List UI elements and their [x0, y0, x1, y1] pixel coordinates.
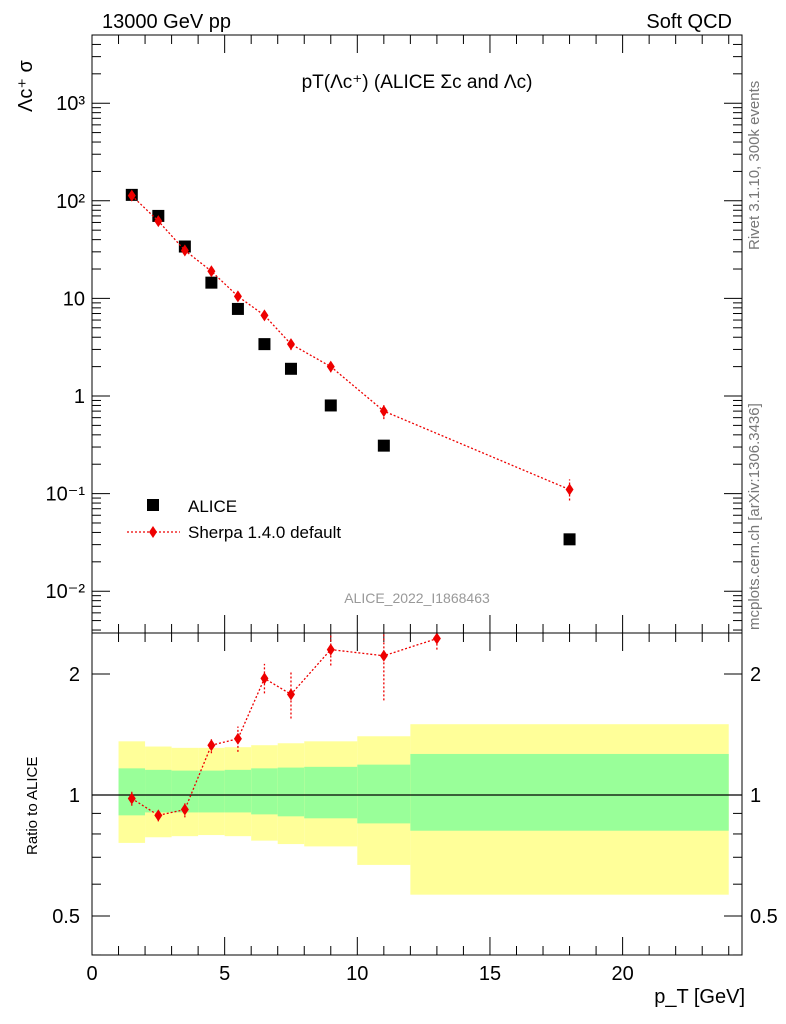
- alice-point: [231, 302, 244, 315]
- inner-band: [145, 769, 172, 813]
- sherpa-point: [207, 265, 216, 278]
- ratio-point: [326, 643, 335, 656]
- legend-marker-sherpa: [149, 526, 157, 538]
- ratio-point: [233, 732, 242, 745]
- inner-band: [224, 769, 252, 813]
- sherpa-point: [379, 405, 388, 418]
- main-x-ticks: [91, 35, 730, 633]
- ratio-y-tick-label: 2: [69, 664, 80, 686]
- ratio-panel: 0.5 0.5 1 1 2 2 0 5 10 15 20 Ratio to ALICE p_T […: [24, 632, 778, 1008]
- ratio-data-layer: [92, 633, 742, 822]
- main-panel: 10⁻² 10⁻¹ 1 10 10² 10³ pT(Λc⁺) (ALICE Σc and …: [15, 34, 743, 634]
- ratio-point: [432, 633, 441, 645]
- x-tick-label: 10: [346, 963, 368, 985]
- sherpa-line: [131, 195, 570, 491]
- ratio-y-tick-label: 1: [69, 785, 80, 807]
- alice-point: [284, 362, 297, 375]
- y-tick-label: 10⁻¹: [46, 484, 86, 506]
- ratio-y-tick-label: 0.5: [52, 906, 80, 928]
- inner-band: [198, 770, 225, 813]
- mcplots-label: mcplots.cern.ch [arXiv:1306.3436]: [746, 403, 763, 630]
- sherpa-point: [565, 483, 574, 496]
- sherpa-point: [260, 309, 269, 322]
- y-tick-label: 10⁻²: [46, 581, 86, 603]
- sherpa-point: [180, 244, 189, 257]
- legend-label-alice: ALICE: [188, 497, 237, 516]
- alice-point: [205, 276, 218, 289]
- main-title: pT(Λc⁺) (ALICE Σc and Λc): [302, 72, 533, 93]
- x-tick-label: 0: [86, 963, 97, 985]
- y-tick-label: 10²: [56, 191, 85, 213]
- ratio-y-axis-label: Ratio to ALICE: [24, 757, 41, 855]
- x-tick-label: 20: [611, 963, 633, 985]
- sherpa-point: [286, 338, 295, 351]
- energy-label: 13000 GeV pp: [102, 11, 231, 33]
- ratio-bands: [118, 724, 729, 895]
- inner-band: [357, 764, 411, 824]
- alice-point: [324, 399, 337, 412]
- y-tick-label: 10³: [56, 93, 85, 115]
- main-data-layer: [125, 188, 576, 546]
- legend-marker-alice: [147, 499, 159, 511]
- x-tick-label: 5: [219, 963, 230, 985]
- main-frame: [91, 34, 743, 634]
- ratio-y-tick-label-right: 1: [750, 785, 761, 807]
- legend: ALICE Sherpa 1.4.0 default: [127, 497, 341, 542]
- ratio-point: [379, 649, 388, 662]
- category-label: Soft QCD: [646, 11, 732, 33]
- x-axis-label: p_T [GeV]: [654, 986, 745, 1008]
- sherpa-point: [326, 360, 335, 373]
- x-tick-label: 15: [479, 963, 501, 985]
- rivet-version-label: Rivet 3.1.10, 300k events: [746, 81, 763, 250]
- main-y-axis-label: Λc⁺ σ: [15, 60, 37, 112]
- sherpa-point: [127, 189, 136, 202]
- ratio-y-tick-label-right: 2: [750, 664, 761, 686]
- alice-point: [377, 439, 390, 452]
- inner-band: [277, 767, 305, 817]
- y-tick-label: 10: [63, 288, 85, 310]
- sherpa-point: [233, 290, 242, 303]
- sherpa-point: [154, 215, 163, 228]
- ratio-point: [154, 809, 163, 822]
- inner-band: [410, 753, 729, 831]
- alice-point: [258, 338, 271, 351]
- ratio-point: [286, 688, 295, 701]
- ratio-x-ticks: 0 5 10 15 20: [86, 633, 730, 985]
- main-y-ticks: 10⁻² 10⁻¹ 1 10 10² 10³: [46, 43, 742, 631]
- alice-point: [563, 533, 576, 546]
- ratio-y-tick-label-right: 0.5: [750, 906, 778, 928]
- ratio-point: [127, 792, 136, 805]
- ratio-line: [131, 637, 438, 817]
- legend-label-sherpa: Sherpa 1.4.0 default: [188, 523, 341, 542]
- inner-band: [304, 766, 358, 819]
- y-tick-label: 1: [74, 386, 85, 408]
- inner-band: [251, 768, 278, 815]
- ratio-point: [260, 672, 269, 685]
- ratio-point: [180, 803, 189, 816]
- ratio-point: [207, 739, 216, 752]
- ratio-frame: [91, 632, 743, 956]
- analysis-id-label: ALICE_2022_I1868463: [344, 590, 490, 606]
